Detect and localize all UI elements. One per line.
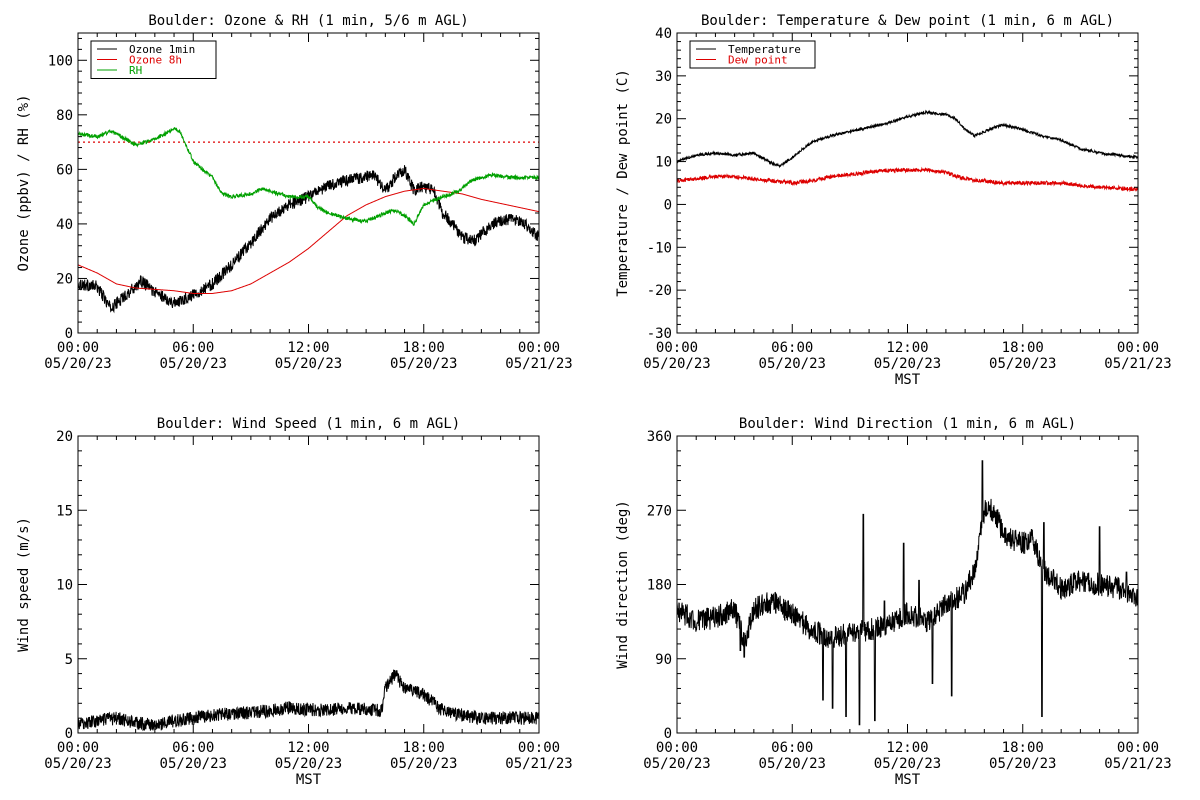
- panel-4: Boulder: Wind Direction (1 min, 6 m AGL)…: [615, 416, 1172, 788]
- x-tick-label-time: 18:00: [403, 740, 445, 756]
- x-tick-label-date: 05/20/23: [874, 356, 941, 372]
- x-tick-label-date: 05/20/23: [643, 756, 710, 772]
- x-tick-label-time: 00:00: [518, 340, 560, 356]
- y-tick-label: 80: [56, 108, 73, 124]
- x-tick-label-time: 12:00: [886, 740, 928, 756]
- y-tick-label: 0: [65, 326, 73, 342]
- panels: Boulder: Ozone & RH (1 min, 5/6 m AGL) 0 2…: [16, 13, 1172, 788]
- chart-title: Boulder: Temperature & Dew point (1 min,…: [701, 13, 1114, 29]
- y-axis-label: Wind speed (m/s): [16, 517, 32, 652]
- x-axis-label: MST: [895, 772, 921, 788]
- chart-title: Boulder: Wind Direction (1 min, 6 m AGL): [739, 416, 1076, 432]
- x-tick-label-date: 05/20/23: [390, 756, 457, 772]
- x-tick-label-time: 12:00: [886, 340, 928, 356]
- legend-label: Temperature: [728, 43, 801, 56]
- legend-label: Ozone 1min: [129, 43, 195, 56]
- y-tick-label: 15: [56, 503, 73, 519]
- x-tick-label-date: 05/20/23: [759, 356, 826, 372]
- y-tick-label: 40: [56, 217, 73, 233]
- x-tick-label-time: 00:00: [656, 740, 698, 756]
- y-tick-label: 5: [65, 652, 73, 668]
- x-tick-label-time: 18:00: [1002, 340, 1044, 356]
- series-line-ozone-8h: [78, 187, 539, 294]
- x-tick-label-date: 05/21/23: [1104, 356, 1171, 372]
- y-tick-label: -10: [647, 240, 672, 256]
- x-tick-label-time: 00:00: [57, 740, 99, 756]
- x-tick-label-date: 05/20/23: [989, 756, 1056, 772]
- y-tick-label: -20: [647, 283, 672, 299]
- x-tick-label-date: 05/21/23: [505, 356, 572, 372]
- x-tick-label-date: 05/20/23: [275, 356, 342, 372]
- chart-title: Boulder: Ozone & RH (1 min, 5/6 m AGL): [148, 13, 468, 29]
- x-tick-label-time: 00:00: [1117, 340, 1159, 356]
- panel-2: Boulder: Temperature & Dew point (1 min,…: [615, 13, 1172, 388]
- series-line-wind-speed: [78, 669, 539, 732]
- x-tick-label-date: 05/20/23: [759, 756, 826, 772]
- y-tick-label: 0: [664, 726, 672, 742]
- x-tick-label-time: 00:00: [1117, 740, 1159, 756]
- x-tick-label-time: 12:00: [287, 340, 329, 356]
- y-tick-label: 20: [56, 429, 73, 445]
- x-tick-label-time: 00:00: [57, 340, 99, 356]
- x-tick-label-date: 05/20/23: [989, 356, 1056, 372]
- x-tick-label-time: 00:00: [656, 340, 698, 356]
- y-tick-label: 0: [664, 197, 672, 213]
- x-tick-label-time: 12:00: [287, 740, 329, 756]
- legend-label: Ozone 8h: [129, 54, 182, 67]
- x-tick-label-date: 05/20/23: [390, 356, 457, 372]
- y-tick-label: 40: [655, 26, 672, 42]
- x-tick-label-time: 06:00: [172, 740, 214, 756]
- x-tick-label-time: 06:00: [771, 740, 813, 756]
- y-tick-label: 0: [65, 726, 73, 742]
- x-tick-label-date: 05/20/23: [874, 756, 941, 772]
- x-axis-label: MST: [296, 772, 322, 788]
- y-axis-label: Temperature / Dew point (C): [615, 69, 631, 297]
- series-line-temperature: [677, 109, 1138, 169]
- x-tick-label-time: 06:00: [172, 340, 214, 356]
- y-axis-label: Wind direction (deg): [615, 500, 631, 669]
- y-tick-label: 10: [655, 155, 672, 171]
- x-tick-label-date: 05/20/23: [275, 756, 342, 772]
- legend-label: Dew point: [728, 54, 788, 67]
- x-axis-label: MST: [895, 372, 921, 388]
- legend-box: [689, 40, 816, 69]
- y-tick-label: 360: [647, 429, 672, 445]
- series-line-wind-direction: [677, 460, 1138, 726]
- y-tick-label: 20: [56, 271, 73, 287]
- series-line-dew-point: [677, 166, 1138, 193]
- chart-title: Boulder: Wind Speed (1 min, 6 m AGL): [157, 416, 460, 432]
- y-tick-label: 60: [56, 162, 73, 178]
- x-tick-label-time: 00:00: [518, 740, 560, 756]
- legend-label: RH: [129, 64, 142, 77]
- y-tick-label: 180: [647, 578, 672, 594]
- y-tick-label: 270: [647, 503, 672, 519]
- x-tick-label-date: 05/20/23: [44, 356, 111, 372]
- series-line-rh: [78, 127, 539, 227]
- y-tick-label: 100: [48, 53, 73, 69]
- y-tick-label: 10: [56, 578, 73, 594]
- x-tick-label-date: 05/21/23: [1104, 756, 1171, 772]
- y-tick-label: 90: [655, 652, 672, 668]
- x-tick-label-time: 06:00: [771, 340, 813, 356]
- x-tick-label-date: 05/20/23: [160, 756, 227, 772]
- y-axis-label: Ozone (ppbv) / RH (%): [16, 94, 32, 271]
- x-tick-label-time: 18:00: [1002, 740, 1044, 756]
- y-tick-label: 20: [655, 112, 672, 128]
- x-tick-label-date: 05/20/23: [44, 756, 111, 772]
- x-tick-label-time: 18:00: [403, 340, 445, 356]
- panel-1: Boulder: Ozone & RH (1 min, 5/6 m AGL) 0 2…: [16, 13, 573, 372]
- x-tick-label-date: 05/20/23: [643, 356, 710, 372]
- panel-3: Boulder: Wind Speed (1 min, 6 m AGL) 0 5 10…: [16, 416, 573, 788]
- y-tick-label: 30: [655, 69, 672, 85]
- x-tick-label-date: 05/21/23: [505, 756, 572, 772]
- x-tick-label-date: 05/20/23: [160, 356, 227, 372]
- y-tick-label: -30: [647, 326, 672, 342]
- series-line-ozone-1min: [78, 165, 539, 314]
